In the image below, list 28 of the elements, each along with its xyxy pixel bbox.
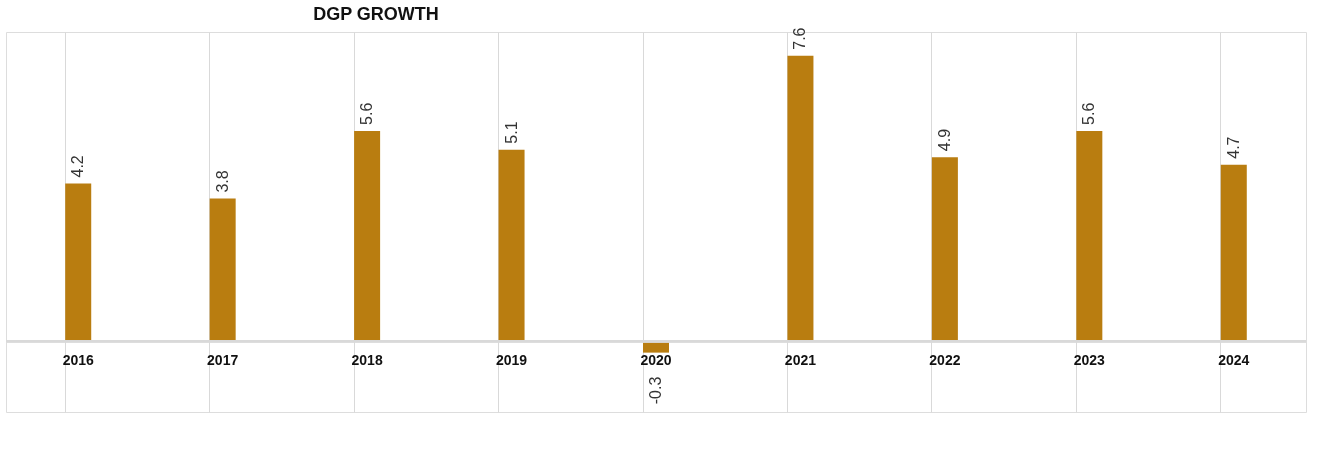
bar: [643, 341, 669, 353]
bar: [1220, 164, 1247, 342]
x-tick-label: 2019: [495, 352, 528, 369]
data-label: 4.2: [69, 155, 87, 178]
x-tick-label: 2024: [1218, 352, 1250, 369]
x-tick-label: 2023: [1073, 352, 1106, 369]
data-label: 3.8: [213, 170, 231, 193]
x-tick-label: 2021: [784, 352, 817, 369]
data-label: 4.7: [1224, 136, 1242, 159]
bar: [931, 157, 958, 342]
x-tick-label: 2022: [929, 352, 961, 369]
x-tick-label: 2020: [640, 352, 672, 369]
x-tick-label: 2017: [207, 352, 239, 369]
data-label: 4.9: [935, 128, 953, 152]
x-tick-label: 2016: [62, 352, 94, 369]
x-tick-label: 2018: [351, 352, 383, 369]
data-label: 5.6: [358, 102, 376, 125]
bar: [354, 130, 381, 342]
bar: [498, 149, 525, 342]
data-label: 5.1: [502, 121, 520, 144]
chart-title: DGP GROWTH: [313, 3, 439, 24]
data-label: -0.3: [647, 376, 664, 405]
bar: [209, 198, 236, 342]
data-label: 5.6: [1080, 102, 1098, 125]
bar: [1076, 130, 1103, 342]
bar: [787, 55, 814, 342]
data-label: 7.6: [791, 27, 809, 50]
bar: [65, 183, 92, 342]
